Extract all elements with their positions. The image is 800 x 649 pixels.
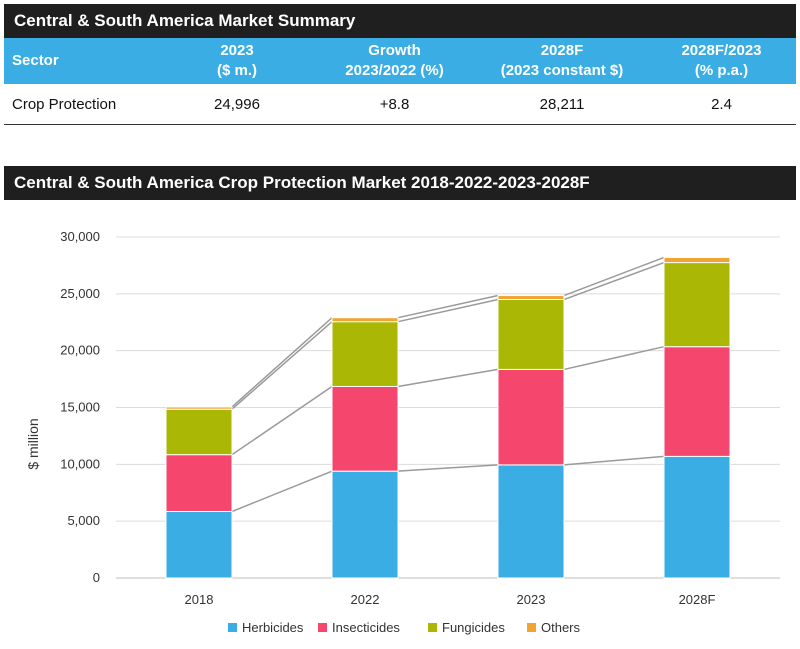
bar-fungicides (497, 299, 565, 370)
bar-fungicides (331, 321, 399, 387)
connector-lines (231, 256, 665, 513)
connector-line (231, 321, 333, 410)
bar-fungicides (165, 408, 233, 456)
column-header: 2023 ($ m.) (162, 38, 312, 84)
legend-swatch (527, 623, 536, 632)
bar-herbicides (497, 464, 565, 579)
market-summary-table: Sector 2023 ($ m.) Growth 2023/2022 (%) 20… (4, 38, 796, 125)
summary-title: Central & South America Market Summary (4, 4, 796, 38)
table-cell: +8.8 (312, 84, 477, 125)
y-axis: 0 5,000 10,000 15,000 20,000 25,000 30,000 (60, 229, 100, 585)
column-header: Growth 2023/2022 (%) (312, 38, 477, 84)
bars (165, 256, 731, 579)
legend-label: Fungicides (442, 620, 505, 635)
connector-line (397, 294, 499, 319)
column-header: Sector (4, 38, 162, 84)
x-tick-label: 2028F (679, 592, 716, 607)
x-tick-label: 2023 (517, 592, 546, 607)
legend-label: Others (541, 620, 581, 635)
table-header-row: Sector 2023 ($ m.) Growth 2023/2022 (%) 20… (4, 38, 796, 84)
y-tick-label: 5,000 (67, 513, 100, 528)
connector-line (397, 464, 499, 472)
bar-herbicides (663, 455, 731, 579)
y-tick-label: 0 (93, 570, 100, 585)
bar-fungicides (663, 262, 731, 348)
table-row: Crop Protection 24,996 +8.8 28,211 2.4 (4, 84, 796, 125)
legend-swatch (428, 623, 437, 632)
table-cell: 2.4 (647, 84, 796, 125)
bar-insecticides (663, 346, 731, 457)
connector-line (563, 261, 665, 301)
y-tick-label: 15,000 (60, 400, 100, 415)
table-cell: 24,996 (162, 84, 312, 125)
column-header: 2028F (2023 constant $) (477, 38, 647, 84)
legend-swatch (318, 623, 327, 632)
x-axis: 2018 2022 2023 2028F (185, 592, 716, 607)
bar-herbicides (165, 511, 233, 579)
connector-line (563, 345, 665, 371)
connector-line (397, 298, 499, 323)
y-axis-label: $ million (25, 418, 41, 469)
connector-line (231, 385, 333, 456)
legend-label: Herbicides (242, 620, 304, 635)
bar-others (497, 295, 565, 301)
x-tick-label: 2022 (351, 592, 380, 607)
column-header: 2028F/2023 (% p.a.) (647, 38, 796, 84)
bar-insecticides (497, 368, 565, 466)
connector-line (231, 470, 333, 513)
connector-line (563, 455, 665, 466)
y-tick-label: 30,000 (60, 229, 100, 244)
y-tick-label: 25,000 (60, 286, 100, 301)
table-cell: 28,211 (477, 84, 647, 125)
connector-line (563, 256, 665, 297)
bar-insecticides (331, 385, 399, 472)
legend-label: Insecticides (332, 620, 400, 635)
y-tick-label: 20,000 (60, 343, 100, 358)
connector-line (231, 317, 333, 408)
connector-line (397, 368, 499, 388)
legend: Herbicides Insecticides Fungicides Others (228, 620, 581, 635)
bar-others (331, 317, 399, 323)
bar-herbicides (331, 470, 399, 579)
legend-swatch (228, 623, 237, 632)
bar-insecticides (165, 454, 233, 513)
bar-others (663, 256, 731, 264)
bar-others (165, 406, 233, 410)
table-cell: Crop Protection (4, 84, 162, 125)
stacked-bar-chart: 0 5,000 10,000 15,000 20,000 25,000 30,000 201… (25, 229, 780, 635)
y-tick-label: 10,000 (60, 456, 100, 471)
x-tick-label: 2018 (185, 592, 214, 607)
chart-title: Central & South America Crop Protection … (4, 166, 796, 200)
